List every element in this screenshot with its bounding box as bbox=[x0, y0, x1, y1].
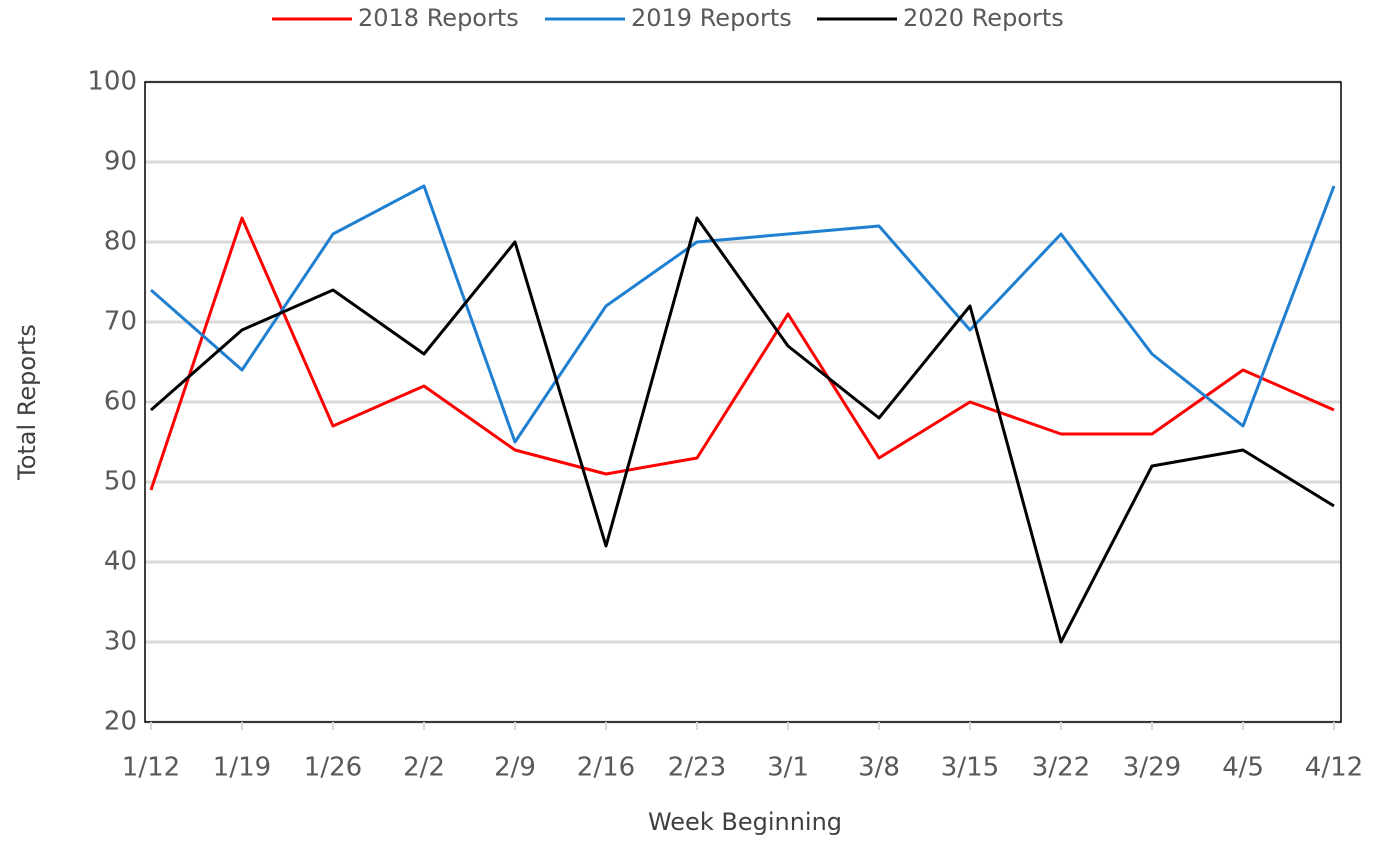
y-tick-label: 100 bbox=[87, 67, 137, 97]
x-tick-label: 2/23 bbox=[668, 753, 726, 783]
x-axis-title: Week Beginning bbox=[648, 808, 842, 836]
series-line bbox=[149, 216, 1335, 491]
x-tick-label: 4/12 bbox=[1305, 753, 1363, 783]
x-tick-label: 4/5 bbox=[1222, 753, 1264, 783]
legend-label: 2018 Reports bbox=[358, 4, 519, 32]
x-tick-label: 3/15 bbox=[941, 753, 999, 783]
series-line bbox=[150, 216, 1335, 644]
y-tick-label: 80 bbox=[104, 227, 137, 257]
x-tick-label: 3/22 bbox=[1032, 753, 1090, 783]
series-line bbox=[150, 184, 1336, 444]
y-tick-label: 50 bbox=[104, 467, 137, 497]
y-tick-label: 70 bbox=[104, 307, 137, 337]
x-tick-label: 2/9 bbox=[494, 753, 536, 783]
y-tick-label: 40 bbox=[104, 547, 137, 577]
legend-label: 2020 Reports bbox=[903, 4, 1064, 32]
x-tick-label: 1/26 bbox=[304, 753, 362, 783]
x-tick-label: 2/16 bbox=[577, 753, 635, 783]
x-tick-label: 3/29 bbox=[1123, 753, 1181, 783]
x-tick-label: 1/12 bbox=[122, 753, 180, 783]
x-tick-label: 2/2 bbox=[403, 753, 445, 783]
y-tick-label: 60 bbox=[104, 387, 137, 417]
x-tick-label: 3/8 bbox=[858, 753, 900, 783]
y-tick-label: 90 bbox=[104, 147, 137, 177]
x-tick-label: 1/19 bbox=[213, 753, 271, 783]
y-axis-title: Total Reports bbox=[13, 324, 41, 481]
x-tick-label: 3/1 bbox=[767, 753, 809, 783]
legend-label: 2019 Reports bbox=[631, 4, 792, 32]
y-tick-label: 20 bbox=[104, 707, 137, 737]
plot-frame bbox=[144, 81, 1342, 723]
y-tick-label: 30 bbox=[104, 627, 137, 657]
